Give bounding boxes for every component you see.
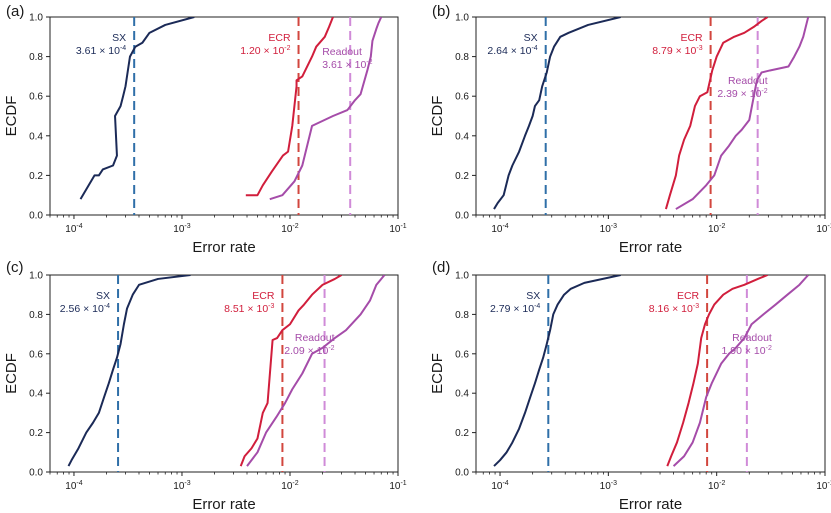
y-tick-label: 0.4 [455,131,469,142]
y-tick-label: 0.2 [29,428,43,439]
readout-annotation-value: 2.09 × 10-2 [284,345,334,357]
x-axis-title: Error rate [619,239,682,256]
sx-ecdf-line [79,17,195,200]
ecr-ecdf-line [664,17,769,210]
x-tick-label: 10-3 [173,223,190,235]
y-tick-label: 0.2 [455,171,469,182]
readout-ecdf-line [672,275,809,467]
ecr-annotation-value: 8.79 × 10-3 [652,45,702,57]
x-tick-label: 10-2 [708,223,725,235]
panel-label: (c) [6,259,24,276]
panel-label: (d) [432,259,450,276]
x-tick-label: 10-1 [816,223,831,235]
panel-label: (b) [432,3,450,20]
x-tick-label: 10-1 [389,223,406,235]
y-tick-label: 0.2 [29,171,43,182]
readout-annotation-label: Readout [728,75,768,87]
readout-ecdf-line [269,17,383,201]
panel-b: (b) 0.0 0.2 0.4 0.6 0.8 1.0 10-4 10-3 10-2 10-1 Err… [429,3,831,256]
y-tick-label: 0.0 [455,468,469,479]
panel-a: (a) 0.0 0.2 0.4 0.6 0.8 1.0 10-4 10-3 10-2 10-1 Err… [3,3,407,256]
sx-annotation-label: SX [524,32,538,44]
y-tick-label: 0.6 [455,349,469,360]
x-tick-label: 10-3 [173,480,190,492]
sx-annotation-value: 2.56 × 10-4 [60,303,110,315]
plot-frame [49,16,399,216]
sx-ecdf-line [67,275,191,467]
y-tick-label: 0.0 [29,211,43,222]
ecr-annotation-label: ECR [268,32,291,44]
x-tick-label: 10-4 [491,480,508,492]
x-tick-label: 10-3 [600,223,617,235]
y-tick-label: 0.8 [455,52,469,63]
x-tick-label: 10-3 [600,480,617,492]
ecr-annotation-value: 1.20 × 10-2 [240,45,290,57]
ecr-ecdf-line [666,275,768,467]
x-tick-label: 10-4 [65,480,82,492]
y-tick-label: 1.0 [455,13,469,24]
y-tick-label: 1.0 [455,271,469,282]
sx-annotation-label: SX [96,290,110,302]
y-tick-label: 0.8 [29,52,43,63]
y-tick-label: 0.0 [455,211,469,222]
ecr-annotation-value: 8.51 × 10-3 [224,303,274,315]
y-tick-label: 1.0 [29,271,43,282]
sx-annotation-value: 2.79 × 10-4 [490,303,540,315]
y-tick-label: 0.4 [29,131,43,142]
y-axis-title: ECDF [429,353,446,394]
panel-c: (c) 0.0 0.2 0.4 0.6 0.8 1.0 10-4 10-3 10-2 10-1 Err… [3,259,407,513]
y-tick-label: 0.2 [455,428,469,439]
x-axis-title: Error rate [619,496,682,513]
sx-annotation-value: 2.64 × 10-4 [487,45,537,57]
y-axis-title: ECDF [429,96,446,137]
y-tick-label: 0.6 [29,92,43,103]
readout-annotation-label: Readout [295,332,335,344]
x-tick-label: 10-1 [816,480,831,492]
sx-annotation-label: SX [526,290,540,302]
sx-annotation-value: 3.61 × 10-4 [76,45,126,57]
x-tick-label: 10-2 [281,223,298,235]
plot-frame [49,274,399,473]
y-tick-label: 0.4 [29,389,43,400]
y-tick-label: 0.6 [455,92,469,103]
ecr-ecdf-line [239,275,343,467]
x-tick-label: 10-4 [491,223,508,235]
x-axis-title: Error rate [192,239,255,256]
readout-annotation-value: 3.61 × 10-2 [322,59,372,71]
readout-annotation-label: Readout [322,46,362,58]
y-tick-label: 0.6 [29,349,43,360]
x-axis-title: Error rate [192,496,255,513]
readout-annotation-value: 2.39 × 10-2 [717,88,767,100]
y-tick-label: 0.4 [455,389,469,400]
ecr-annotation-label: ECR [252,290,275,302]
sx-annotation-label: SX [112,32,126,44]
sx-ecdf-line [493,275,621,467]
readout-ecdf-line [675,17,810,210]
panel-d: (d) 0.0 0.2 0.4 0.6 0.8 1.0 10-4 10-3 10-2 10-1 Err… [429,259,831,513]
y-tick-label: 0.8 [455,310,469,321]
y-axis-title: ECDF [3,96,20,137]
x-tick-label: 10-4 [65,223,82,235]
panel-label: (a) [6,3,24,20]
readout-annotation-label: Readout [732,332,772,344]
ecr-ecdf-line [245,17,334,197]
readout-ecdf-line [246,275,386,467]
x-tick-label: 10-2 [708,480,725,492]
x-tick-label: 10-2 [281,480,298,492]
plot-frame [475,16,826,216]
ecr-annotation-label: ECR [677,290,700,302]
y-tick-label: 1.0 [29,13,43,24]
y-tick-label: 0.0 [29,468,43,479]
sx-ecdf-line [493,17,621,210]
ecr-annotation-value: 8.16 × 10-3 [649,303,699,315]
y-axis-title: ECDF [3,353,20,394]
plot-frame [475,274,826,473]
x-tick-label: 10-1 [389,480,406,492]
ecr-annotation-label: ECR [680,32,703,44]
readout-annotation-value: 1.90 × 10-2 [722,345,772,357]
y-tick-label: 0.8 [29,310,43,321]
